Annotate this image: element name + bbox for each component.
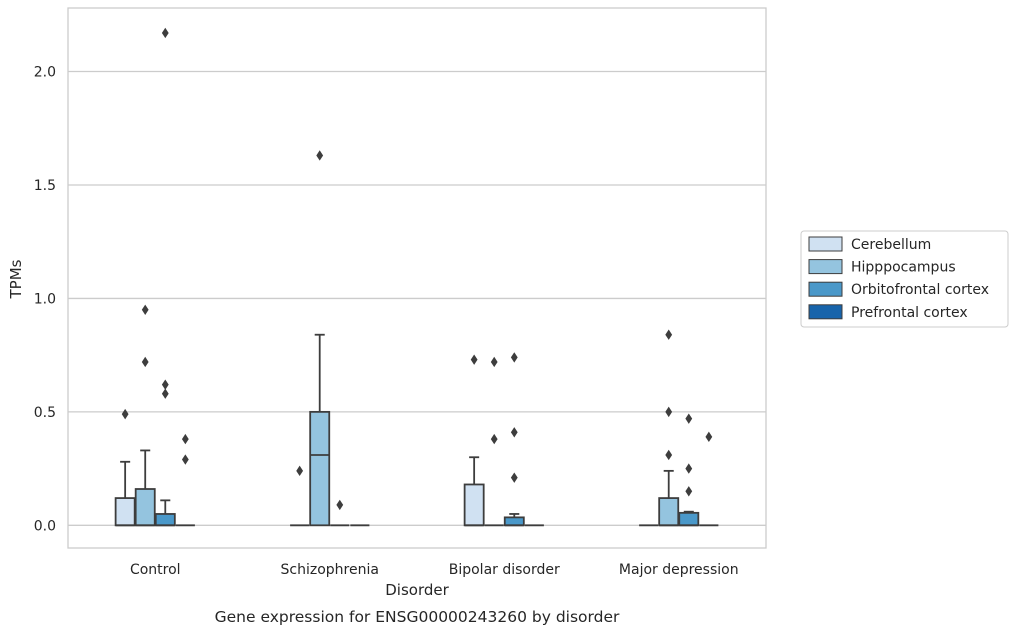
box <box>114 497 136 527</box>
outlier-point <box>510 352 518 363</box>
y-axis-ticks: 0.0 0.5 1.0 1.5 2.0 <box>34 65 56 535</box>
box <box>309 410 331 527</box>
x-tick-label: Major depression <box>619 562 739 578</box>
box-orbitofrontal-cortex <box>154 27 176 527</box>
outlier-point <box>665 449 673 461</box>
y-tick-label: 2.0 <box>34 65 56 81</box>
box <box>503 516 525 527</box>
y-tick-label: 0.5 <box>34 405 56 421</box>
legend-swatch <box>808 304 843 320</box>
box-cerebellum <box>290 465 310 527</box>
box-series <box>114 27 719 527</box>
legend: Cerebellum Hipppocampus Orbitofrontal cort… <box>800 230 1009 328</box>
box-prefrontal-cortex <box>699 431 719 527</box>
outlier-point <box>490 433 498 445</box>
legend-label: Orbitofrontal cortex <box>851 282 989 298</box>
outlier-point <box>141 356 149 368</box>
outlier-point <box>490 356 498 368</box>
plot-area-frame <box>67 7 767 549</box>
outlier-point <box>121 408 129 420</box>
outlier-point <box>141 304 149 315</box>
outlier-point <box>161 379 169 390</box>
legend-label: Cerebellum <box>851 237 931 253</box>
y-tick-label: 1.5 <box>34 178 56 194</box>
legend-swatch <box>808 281 843 297</box>
outlier-point <box>161 388 169 399</box>
outlier-point <box>705 431 713 443</box>
box-cerebellum <box>114 408 136 527</box>
outlier-point <box>685 413 693 424</box>
outlier-point <box>685 463 693 474</box>
legend-frame <box>800 230 1009 328</box>
box <box>154 513 176 527</box>
box-hipppocampus <box>134 304 156 527</box>
chart-caption: Gene expression for ENSG00000243260 by d… <box>215 608 620 626</box>
x-tick-label: Control <box>130 562 181 578</box>
box-hipppocampus <box>658 329 680 527</box>
box-orbitofrontal-cortex <box>330 499 350 527</box>
outlier-point <box>296 465 304 477</box>
outlier-point <box>336 499 344 511</box>
legend-label: Prefrontal cortex <box>851 305 968 321</box>
outlier-point <box>665 406 673 418</box>
box-orbitofrontal-cortex <box>503 352 525 527</box>
outlier-point <box>470 354 478 365</box>
box-hipppocampus <box>484 356 504 527</box>
box-orbitofrontal-cortex <box>678 413 700 527</box>
legend-label: Hipppocampus <box>851 260 956 276</box>
box <box>463 483 485 527</box>
legend-swatch <box>808 259 843 275</box>
x-axis-ticks: Control Schizophrenia Bipolar disorder Majo… <box>130 562 739 578</box>
outlier-point <box>181 454 189 465</box>
outlier-point <box>665 329 673 340</box>
outlier-point <box>316 150 324 161</box>
box <box>134 488 156 527</box>
outlier-point <box>510 472 518 483</box>
x-tick-label: Bipolar disorder <box>449 562 560 578</box>
outlier-point <box>685 486 693 497</box>
y-tick-label: 1.0 <box>34 291 56 307</box>
gridlines <box>68 70 766 526</box>
x-tick-label: Schizophrenia <box>281 562 379 578</box>
y-axis-label: TPMs <box>7 259 25 299</box>
box-hipppocampus <box>309 150 331 527</box>
box-prefrontal-cortex <box>175 433 195 527</box>
outlier-point <box>181 433 189 445</box>
x-axis-label: Disorder <box>385 581 449 599</box>
legend-swatch <box>808 236 843 252</box>
box-cerebellum <box>463 354 485 527</box>
box <box>678 511 700 527</box>
y-tick-label: 0.0 <box>34 518 56 534</box>
box <box>658 497 680 527</box>
outlier-point <box>161 27 169 39</box>
outlier-point <box>510 427 518 438</box>
